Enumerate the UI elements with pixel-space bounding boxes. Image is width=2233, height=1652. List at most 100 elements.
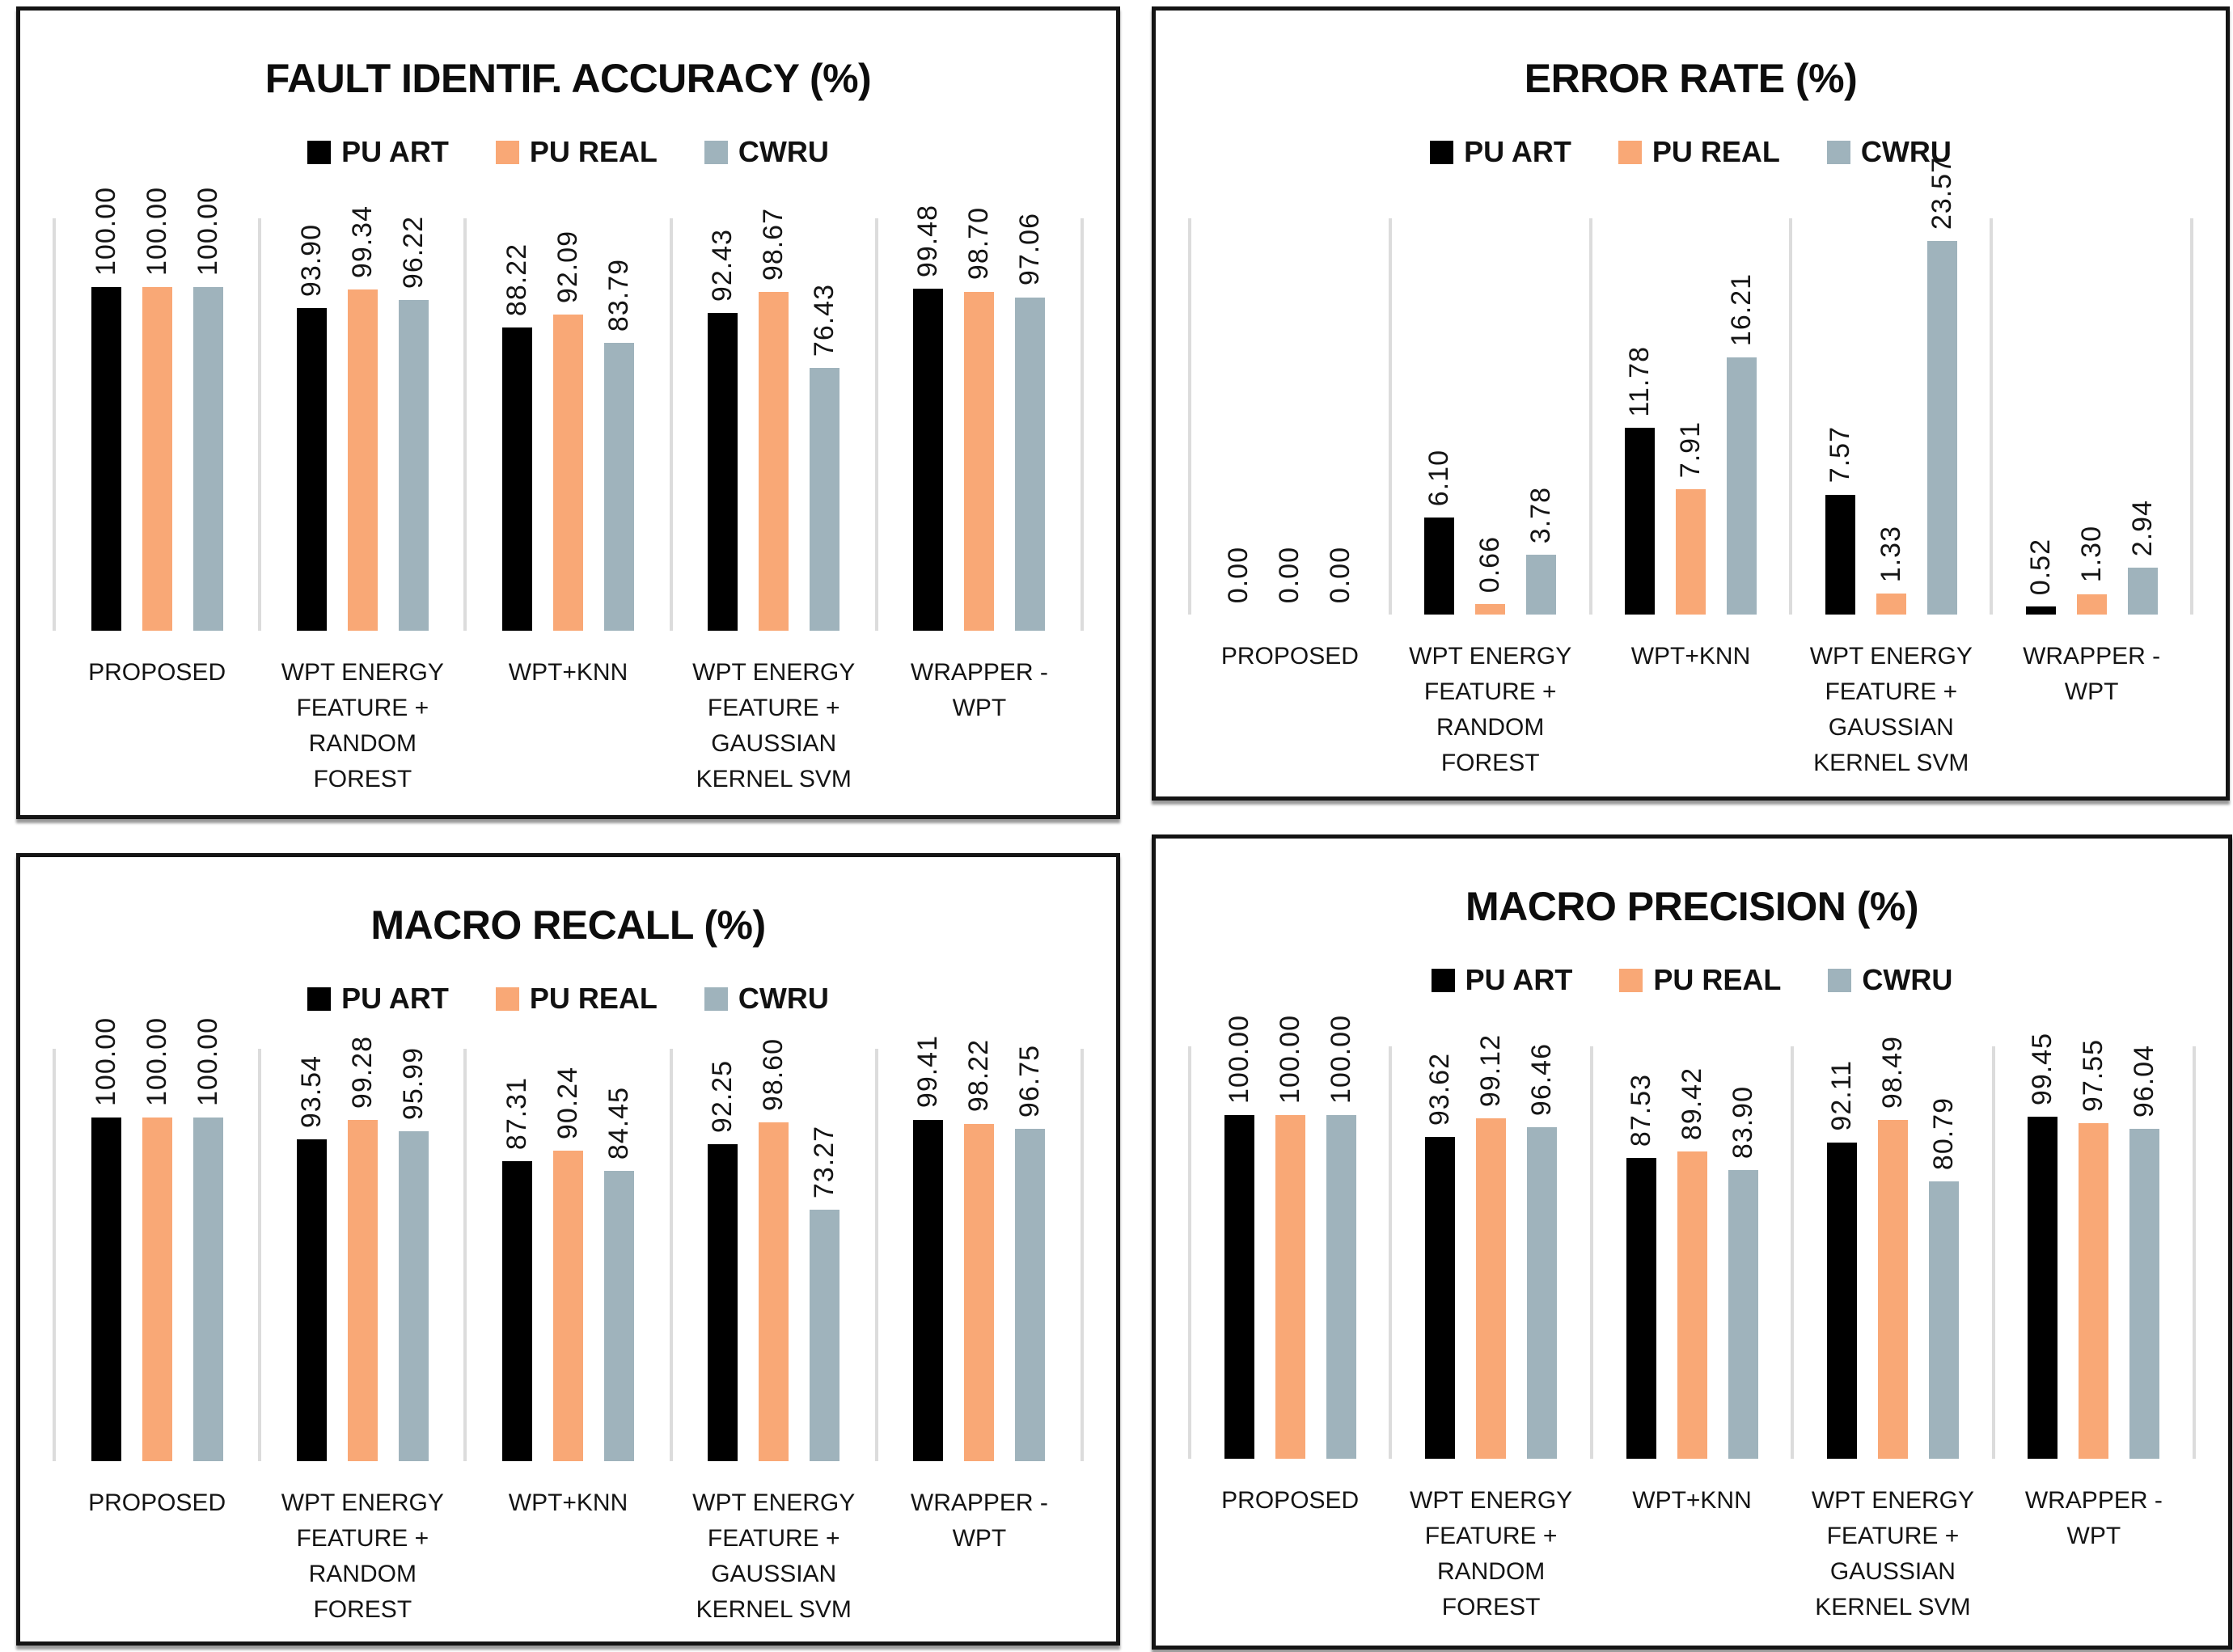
pu-art-swatch-icon (1430, 140, 1454, 164)
category-label-wpt-energy-feature-random-forest: WPT ENERGY FEATURE + RANDOM FOREST (281, 659, 444, 792)
bar-and-label: 23.57 (1926, 156, 1957, 615)
chart-title: FAULT IDENTIF. ACCURACY (%) (264, 56, 872, 101)
category-separator-gridline (53, 1049, 56, 1461)
cwru-swatch-icon (1826, 140, 1850, 164)
bar-pu-art (91, 287, 121, 631)
bar-and-label: 92.25 (707, 1060, 738, 1461)
bar-and-label: 100.00 (142, 1017, 172, 1461)
bar-and-label: 92.09 (552, 230, 583, 631)
category-label-wpt-energy-feature-gaussian-kernel-svm: WPT ENERGY FEATURE + GAUSSIAN KERNEL SVM (692, 659, 856, 792)
bar-value-label: 100.00 (141, 1017, 172, 1106)
legend-item-cwru: CWRU (704, 982, 829, 1016)
bar-value-label: 100.00 (192, 1017, 223, 1106)
bar-value-label: 98.49 (1876, 1036, 1908, 1109)
category-label-wpt-energy-feature-gaussian-kernel-svm: WPT ENERGY FEATURE + GAUSSIAN KERNEL SVM (1809, 643, 1973, 776)
bar-group-wpt-energy-feature-random-forest: 6.10 0.66 3.78 (1390, 218, 1591, 615)
bar-group-wpt-knn: 87.31 90.24 84.45 (465, 1049, 670, 1461)
bar-and-label: 100.00 (1326, 1015, 1356, 1459)
bar-group-wpt-energy-feature-gaussian-kernel-svm: 7.57 1.33 23.57 (1791, 157, 1991, 615)
bar-value-label: 100.00 (90, 187, 121, 276)
bar-cwru (810, 368, 840, 631)
chart-title: MACRO PRECISION (%) (1465, 884, 1918, 929)
bar-pu-art (502, 1160, 532, 1461)
bar-and-label: 100.00 (192, 187, 223, 631)
category-label-proposed: PROPOSED (1220, 643, 1359, 670)
legend-item-pu-real: PU REAL (1618, 135, 1780, 169)
bar-and-label: 73.27 (809, 1125, 840, 1461)
legend-label-pu-real: PU REAL (1651, 135, 1780, 168)
bar-value-label: 7.57 (1824, 426, 1855, 484)
bar-and-label: 99.34 (346, 205, 378, 631)
bar-and-label: 83.79 (603, 258, 634, 631)
chart-legend: PU ART PU REAL CWRU (1156, 134, 2226, 170)
legend-item-cwru: CWRU (704, 135, 829, 169)
category-label-wrapper-wpt: WRAPPER - WPT (2023, 643, 2161, 705)
bar-and-label: 89.42 (1677, 1067, 1707, 1459)
bar-pu-real (964, 1123, 995, 1461)
bar-and-label: 100.00 (142, 187, 172, 631)
category-axis-labels: PROPOSED WPT ENERGY FEATURE + RANDOM FORE… (1190, 639, 2192, 781)
bar-value-label: 99.48 (912, 205, 944, 278)
bar-group-wpt-knn: 87.53 89.42 83.90 (1592, 1046, 1792, 1459)
bar-and-label: 0.00 (1325, 547, 1355, 615)
bar-pu-art (1826, 1142, 1857, 1459)
category-separator-gridline (874, 218, 878, 631)
bar-pu-art (1224, 1115, 1254, 1459)
bar-cwru (1726, 357, 1757, 615)
category-separator-gridline (463, 1049, 467, 1461)
cwru-swatch-icon (1828, 968, 1852, 992)
bar-and-label: 80.79 (1928, 1097, 1959, 1459)
bar-value-label: 23.57 (1926, 156, 1957, 230)
bar-value-label: 98.67 (758, 207, 789, 281)
bar-cwru (604, 1171, 634, 1461)
category-label-wpt-knn: WPT+KNN (508, 659, 628, 686)
bar-pu-real (964, 291, 995, 631)
bar-value-label: 100.00 (141, 187, 172, 276)
bar-pu-art (91, 1118, 121, 1461)
bar-and-label: 84.45 (603, 1087, 634, 1461)
bar-group-proposed: 0.00 0.00 0.00 (1190, 218, 1390, 615)
category-label-wpt-energy-feature-gaussian-kernel-svm: WPT ENERGY FEATURE + GAUSSIAN KERNEL SVM (692, 1489, 856, 1623)
bar-value-label: 93.90 (295, 223, 327, 297)
bar-group-proposed: 100.00 100.00 100.00 (54, 187, 260, 631)
chart-title: MACRO RECALL (%) (370, 902, 766, 948)
category-axis-labels: PROPOSED WPT ENERGY FEATURE + RANDOM FORE… (54, 1485, 1082, 1628)
bar-value-label: 0.66 (1474, 535, 1506, 594)
legend-item-cwru: CWRU (1828, 963, 1952, 997)
category-axis-labels: PROPOSED WPT ENERGY FEATURE + RANDOM FORE… (54, 655, 1082, 797)
bar-value-label: 92.43 (707, 229, 738, 302)
category-separator-gridline (2193, 1046, 2196, 1459)
bar-value-label: 99.34 (346, 205, 378, 278)
legend-item-cwru: CWRU (1826, 135, 1952, 169)
bar-pu-art (708, 1143, 738, 1461)
bar-value-label: 16.21 (1725, 273, 1757, 347)
bar-pu-art (1825, 494, 1855, 615)
bar-value-label: 0.00 (1223, 546, 1254, 603)
category-separator-gridline (53, 218, 56, 631)
legend-label-cwru: CWRU (738, 135, 829, 168)
bar-pu-real (142, 287, 172, 631)
category-separator-gridline (258, 1049, 262, 1461)
category-separator-gridline (1789, 218, 1793, 615)
bar-value-label: 3.78 (1525, 486, 1557, 543)
bar-and-label: 97.06 (1014, 213, 1046, 631)
bar-value-label: 83.79 (603, 258, 634, 332)
chart-title: ERROR RATE (%) (1524, 56, 1858, 101)
bar-and-label: 98.67 (758, 207, 789, 631)
bar-value-label: 93.54 (295, 1055, 327, 1129)
bar-value-label: 6.10 (1423, 450, 1455, 507)
bar-pu-real (553, 1151, 583, 1461)
category-separator-gridline (1188, 218, 1191, 615)
bar-cwru (1326, 1115, 1356, 1459)
bar-value-label: 97.06 (1014, 213, 1046, 286)
chart-plot-area: 100.00 100.00 100.00 93.90 99.34 96.22 88.22 92… (53, 187, 1084, 631)
bar-pu-art (296, 307, 327, 631)
bar-value-label: 93.62 (1424, 1053, 1456, 1126)
bar-group-wrapper-wpt: 99.45 97.55 96.04 (1994, 1033, 2194, 1459)
bar-value-label: 73.27 (809, 1125, 840, 1198)
category-separator-gridline (1389, 1046, 1393, 1459)
pu-art-swatch-icon (1431, 968, 1455, 992)
category-separator-gridline (1081, 1049, 1084, 1461)
category-separator-gridline (1791, 1046, 1795, 1459)
bar-and-label: 92.11 (1826, 1060, 1857, 1459)
